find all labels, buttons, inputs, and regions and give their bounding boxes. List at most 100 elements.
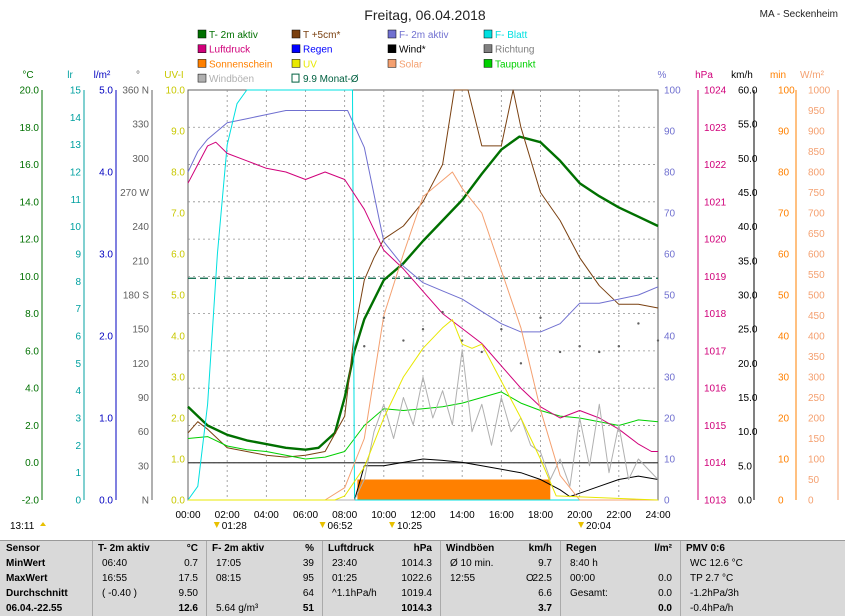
stats-cell-value: 12.6 — [178, 603, 198, 614]
data-point — [441, 310, 444, 314]
stats-cell-value: 1019.4 — [401, 588, 432, 599]
stats-row: -1.2hPa/3h — [680, 586, 845, 601]
axis-tick-label: 20.0 — [738, 359, 758, 370]
corner-sun-icon — [40, 522, 46, 526]
x-tick-label: 00:00 — [175, 510, 200, 521]
axis-tick-label: 120 — [132, 359, 149, 370]
stats-row: 3.7 — [440, 601, 560, 616]
axis-tick-label: 1014 — [704, 458, 727, 469]
axis-tick-label: 1.0 — [171, 455, 185, 466]
axis-tick-label: 80 — [664, 168, 676, 179]
axis-tick-label: 15 — [70, 86, 82, 97]
axis-unit-label: lr — [67, 70, 73, 81]
stats-column-header: Windböen km/h — [440, 541, 560, 556]
axis-tick-label: 1016 — [704, 384, 727, 395]
stats-header-unit: °C — [186, 543, 198, 554]
x-tick-label: 16:00 — [489, 510, 514, 521]
legend-label-richtung: Richtung — [495, 45, 534, 56]
x-tick-label: 20:00 — [567, 510, 592, 521]
stats-column-header: Sensor — [0, 541, 92, 556]
stats-cell-value: 39 — [302, 558, 314, 569]
axis-tick-label: 11 — [71, 195, 82, 206]
axis-tick-label: 0 — [778, 496, 784, 507]
chart-title: Freitag, 06.04.2018 — [364, 7, 486, 23]
stats-cell-label: 8:40 h — [570, 558, 598, 569]
axis-tick-label: 16.0 — [20, 160, 40, 171]
axis-tick-label: 3.0 — [171, 373, 185, 384]
legend-swatch-f-2m-aktiv — [387, 29, 397, 39]
legend-label-regen: Regen — [303, 45, 332, 56]
stats-header-unit: % — [305, 543, 314, 554]
legend-label-taupunkt: Taupunkt — [495, 59, 536, 70]
legend: T- 2m aktiv T +5cm* F- 2m aktiv F- Blatt Luf… — [197, 29, 536, 85]
axis-tick-label: 1022 — [704, 160, 727, 171]
stats-header-label: Sensor — [6, 543, 40, 554]
stats-row: MinWert — [0, 556, 92, 571]
stats-row: ( -0.40 ) 9.50 — [92, 586, 206, 601]
x-tick-label: 02:00 — [215, 510, 240, 521]
axis-l-m-2: 0.0 1.0 2.0 3.0 4.0 5.0 l/m² — [94, 70, 117, 507]
axis-tick-label: 4.0 — [25, 384, 39, 395]
stats-column-t-2m-aktiv: T- 2m aktiv °C 06:40 0.7 16:55 17.5 ( -0.40 ) 9… — [92, 541, 207, 616]
grid — [188, 90, 658, 500]
axis-tick-label: 7 — [75, 304, 81, 315]
axis-tick-label: 40 — [664, 332, 676, 343]
station-location: MA - Seckenheim — [760, 9, 838, 20]
axis-tick-label: 90 — [138, 393, 150, 404]
series-uv — [188, 319, 659, 501]
axis-tick-label: 5.0 — [99, 86, 113, 97]
axis-tick-label: 150 — [808, 434, 825, 445]
x-tick-label: 06:00 — [293, 510, 318, 521]
axis-uv-i-4: 0.0 1.0 2.0 3.0 4.0 5.0 6.0 7.0 8.0 9.0 10.0 UV-I — [164, 70, 189, 507]
stats-cell-value: 0.7 — [184, 558, 198, 569]
stats-header-unit: km/h — [528, 543, 552, 554]
axis-tick-label: N — [142, 496, 149, 507]
axis-tick-label: 10.0 — [738, 427, 758, 438]
stats-cell-direction: O — [526, 573, 534, 584]
axis-tick-label: 25.0 — [738, 325, 758, 336]
axis-tick-label: 1000 — [808, 86, 831, 97]
axis-tick-label: 4.0 — [171, 332, 185, 343]
axis-tick-label: 70 — [664, 209, 676, 220]
data-point — [363, 345, 366, 348]
series-windb-en — [188, 349, 659, 501]
legend-swatch-f-blatt — [483, 29, 493, 39]
weather-chart: Freitag, 06.04.2018 MA - Seckenheim T- 2… — [10, 7, 839, 532]
legend-label-sonnenschein: Sonnenschein — [209, 59, 272, 70]
axis-unit-label: ° — [136, 70, 140, 81]
axis-tick-label: 30 — [138, 461, 150, 472]
stats-cell-label: MinWert — [6, 558, 46, 569]
axis-tick-label: 1018 — [704, 309, 727, 320]
stats-cell-label: 16:55 — [102, 573, 128, 584]
legend-label-t-5cm: T +5cm* — [303, 30, 340, 41]
axis-tick-label: 9.0 — [171, 127, 185, 138]
stats-row: 08:15 95 — [206, 571, 322, 586]
axis-tick-label: 90 — [664, 127, 676, 138]
stats-cell-label: -1.2hPa/3h — [690, 588, 739, 599]
stats-cell-value: 9.50 — [178, 588, 198, 599]
axis-tick-label: 50 — [778, 291, 790, 302]
axis-tick-label: 3 — [75, 414, 81, 425]
axis-tick-label: 2.0 — [99, 332, 113, 343]
stats-header-label: PMV 0:6 — [686, 543, 725, 554]
stats-header-label: Regen — [566, 543, 597, 554]
stats-cell-value: 3.7 — [538, 603, 552, 614]
stats-row: 17:05 39 — [206, 556, 322, 571]
legend-label-luftdruck: Luftdruck — [209, 45, 251, 56]
axis-unit-label: W/m² — [800, 70, 825, 81]
axis-tick-label: 30.0 — [738, 291, 758, 302]
stats-column-f-2m-aktiv: F- 2m aktiv% 17:05 39 08:15 95 64 5.64 g/m³ 51 — [206, 541, 323, 616]
data-point — [500, 327, 503, 331]
stats-cell-label: TP 2.7 °C — [690, 573, 734, 584]
data-point — [519, 362, 523, 365]
stats-row: 6.6 — [440, 586, 560, 601]
legend-label-wind: Wind* — [399, 45, 426, 56]
axis-tick-label: 1013 — [704, 496, 727, 507]
axis-tick-label: 100 — [778, 86, 795, 97]
event-marker-label: 10:25 — [397, 521, 422, 532]
axis-tick-label: 60 — [664, 250, 676, 261]
axis-tick-label: 30 — [778, 373, 790, 384]
axis-tick-label: 2 — [75, 441, 81, 452]
stats-cell-value: 0.0 — [658, 573, 672, 584]
plot-area — [187, 89, 660, 501]
